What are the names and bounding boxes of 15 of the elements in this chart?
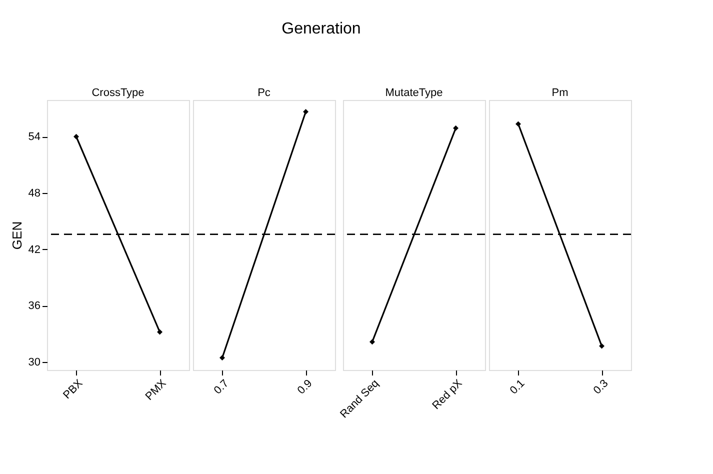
y-tick-label: 42 xyxy=(28,244,40,256)
x-tick-label: 0.3 xyxy=(591,378,611,397)
y-tick-label: 30 xyxy=(28,356,40,369)
chart-title: MutateType xyxy=(385,87,443,99)
x-tick-label: 0.7 xyxy=(212,378,232,397)
x-tick-label: 0.9 xyxy=(295,378,315,397)
chart-title: Pm xyxy=(552,87,568,99)
y-tick-label: 36 xyxy=(28,300,40,312)
text: Generation xyxy=(282,20,361,38)
x-tick-label: 0.1 xyxy=(508,378,528,397)
y-tick-label: 48 xyxy=(28,187,40,200)
y-tick-label: 54 xyxy=(28,131,40,144)
chart-title: Pc xyxy=(258,87,271,99)
y-axis-title: GEN xyxy=(9,221,24,250)
chart-title: CrossType xyxy=(92,87,144,99)
